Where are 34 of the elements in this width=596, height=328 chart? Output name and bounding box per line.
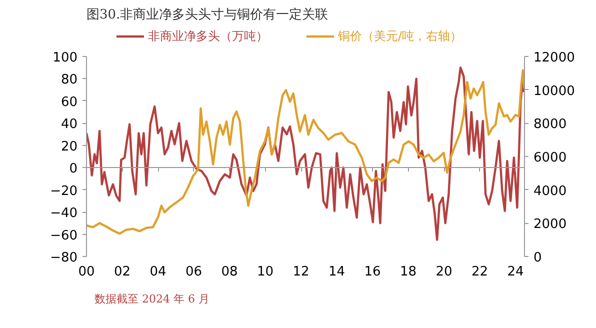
x-tick-label: 16 bbox=[364, 264, 381, 280]
x-tick-label: 02 bbox=[114, 264, 131, 280]
x-tick-label: 10 bbox=[257, 264, 274, 280]
x-tick-label: 24 bbox=[507, 264, 524, 280]
y2-tick-label: 12000 bbox=[534, 50, 575, 66]
y-tick-label: 100 bbox=[52, 50, 78, 66]
x-tick-label: 20 bbox=[436, 264, 452, 280]
y2-tick-label: 2000 bbox=[534, 217, 567, 232]
y-tick-label: −80 bbox=[50, 250, 78, 266]
legend-label: 非商业净多头（万吨） bbox=[148, 28, 268, 44]
y-tick-label: 40 bbox=[60, 117, 78, 132]
x-tick-label: 14 bbox=[328, 264, 346, 280]
y-tick-label: 20 bbox=[60, 139, 78, 154]
x-tick-label: 00 bbox=[78, 264, 95, 280]
legend-label: 铜价（美元/吨，右轴） bbox=[338, 28, 462, 44]
y2-tick-label: 4000 bbox=[534, 184, 567, 199]
y-tick-label: 80 bbox=[60, 72, 78, 88]
x-tick-label: 04 bbox=[150, 264, 166, 280]
y-tick-label: 0 bbox=[69, 162, 78, 177]
y2-tick-label: 8000 bbox=[534, 117, 567, 132]
x-tick-label: 22 bbox=[472, 264, 488, 280]
y-tick-label: −60 bbox=[50, 228, 78, 244]
y2-tick-label: 0 bbox=[534, 250, 542, 266]
x-tick-label: 06 bbox=[185, 264, 202, 280]
x-tick-label: 12 bbox=[292, 264, 310, 280]
text: 数据截至 2024 年 6 月 bbox=[94, 292, 210, 306]
y2-tick-label: 10000 bbox=[534, 84, 575, 99]
y-tick-label: −20 bbox=[50, 184, 78, 199]
y-tick-label: 60 bbox=[60, 94, 78, 110]
y2-tick-label: 6000 bbox=[534, 150, 567, 166]
x-tick-label: 18 bbox=[400, 264, 417, 280]
x-tick-label: 08 bbox=[221, 264, 238, 280]
y-tick-label: −40 bbox=[50, 206, 78, 222]
chart-title: 图30.非商业净多头头寸与铜价有一定关联 bbox=[86, 8, 328, 22]
